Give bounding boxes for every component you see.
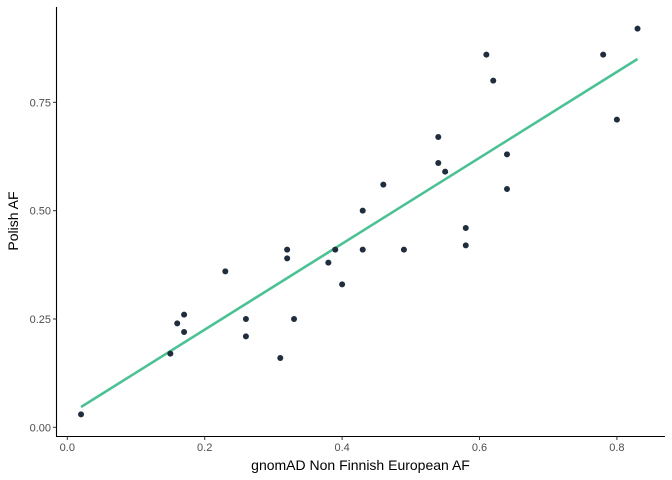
x-tick-label: 0.4 <box>334 442 349 454</box>
x-tick-label: 0.0 <box>60 442 75 454</box>
y-tick-label: 0.25 <box>30 314 51 326</box>
data-point-21 <box>442 168 449 175</box>
x-tick-label: 0.2 <box>197 442 212 454</box>
y-tick-label: 0.75 <box>30 97 51 109</box>
fit-line-layer <box>80 57 639 409</box>
data-point-26 <box>503 151 510 158</box>
x-axis-ticks: 0.0 0.2 0.4 0.6 0.8 <box>60 436 625 454</box>
data-point-12 <box>325 259 332 266</box>
x-tick-label: 0.6 <box>472 442 487 454</box>
data-point-19 <box>435 134 442 140</box>
data-point-27 <box>503 186 510 192</box>
data-point-10 <box>284 255 291 262</box>
data-point-2 <box>174 320 181 327</box>
data-point-17 <box>380 181 387 188</box>
y-axis-title: Polish AF <box>5 191 21 250</box>
data-point-25 <box>490 77 497 84</box>
data-point-16 <box>359 246 366 253</box>
y-tick-label: 0.50 <box>30 206 51 218</box>
regression-line <box>80 57 639 409</box>
data-point-15 <box>359 207 366 214</box>
y-tick-label: 0.00 <box>30 422 51 434</box>
data-point-14 <box>339 281 346 288</box>
data-point-9 <box>284 246 291 253</box>
data-point-8 <box>277 355 284 361</box>
data-point-6 <box>242 316 249 322</box>
data-point-28 <box>600 51 607 58</box>
x-axis-title: gnomAD Non Finnish European AF <box>251 457 470 473</box>
x-tick-label: 0.8 <box>609 442 624 454</box>
data-point-29 <box>613 116 620 123</box>
data-point-22 <box>462 225 469 231</box>
data-point-7 <box>242 333 249 340</box>
points-layer <box>78 25 641 418</box>
data-point-1 <box>167 350 174 357</box>
data-point-13 <box>332 246 339 253</box>
data-point-20 <box>435 160 442 166</box>
data-point-0 <box>78 411 85 418</box>
data-point-3 <box>181 311 188 318</box>
data-point-4 <box>181 329 188 335</box>
data-point-5 <box>222 268 229 275</box>
data-point-18 <box>400 246 407 253</box>
data-point-11 <box>291 316 298 322</box>
data-point-30 <box>634 25 641 32</box>
data-point-23 <box>462 242 469 249</box>
y-axis-ticks: 0.00 0.25 0.50 0.75 <box>30 97 57 434</box>
data-point-24 <box>483 51 490 58</box>
